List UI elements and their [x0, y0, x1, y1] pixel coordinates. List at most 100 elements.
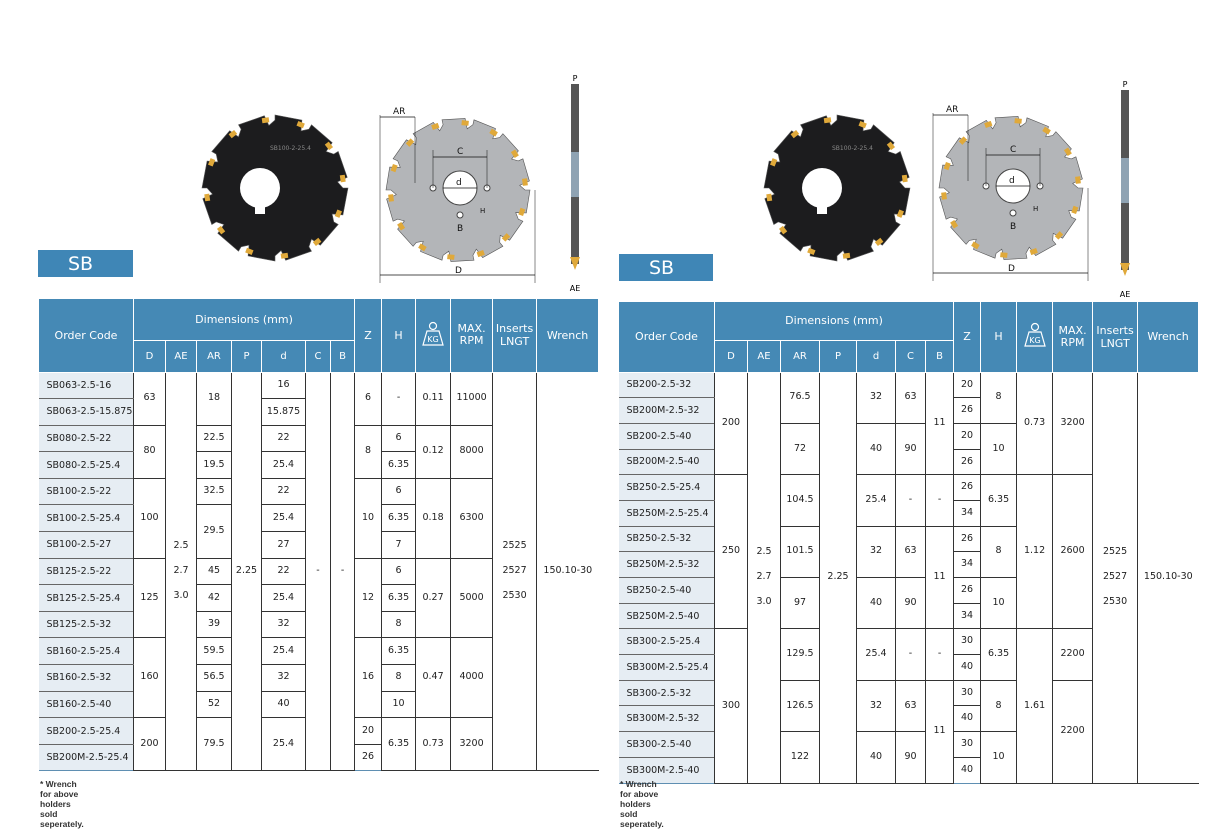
table-row: SB300-2.5-32 126.5 32 63 11 30 8 2200 [618, 679, 1199, 784]
h-cell: 6.35 [980, 628, 1018, 681]
table-row: SB063-2.5-15.875 15.875 [38, 398, 599, 426]
order-code-cell: SB200M-2.5-25.4 [38, 743, 134, 772]
h-cell: 6 [381, 424, 417, 453]
weight-cell: 1.12 [1016, 474, 1054, 630]
svg-text:C: C [457, 147, 463, 157]
header-order-code: Order Code [618, 302, 715, 373]
spec-table: Order Code Dimensions (mm) Z H KG MAX. R… [38, 299, 600, 772]
header-dim-d-outer: D [133, 340, 166, 373]
bore-d-cell: 22 [261, 557, 306, 586]
order-code-cell: SB080-2.5-22 [38, 424, 134, 453]
h-cell: 7 [381, 531, 416, 559]
c-cell: - [895, 628, 926, 681]
d-outer-cell: 200 [714, 371, 748, 476]
footnote: * Wrench for above holders sold seperate… [40, 779, 84, 829]
bore-d-cell: 25.4 [856, 474, 896, 527]
d-outer-cell: 100 [133, 477, 166, 559]
bore-d-cell: 25.4 [261, 717, 306, 772]
b-cell: 11 [924, 679, 955, 784]
ar-cell: 18 [196, 371, 232, 426]
ar-cell: 101.5 [780, 525, 820, 579]
table-row: SB200M-2.5-25.4 26 [38, 743, 599, 772]
max-rpm-cell: 8000 [450, 424, 493, 479]
z-cell: 26 [953, 474, 982, 501]
ae-cell: 2.5 2.7 3.0 [747, 371, 781, 784]
h-cell: 8 [381, 664, 416, 692]
svg-text:KG: KG [1029, 336, 1040, 345]
bore-d-cell: 25.4 [261, 451, 306, 479]
c-cell: 63 [895, 525, 926, 579]
series-label: SB [38, 250, 133, 277]
bore-d-cell: 40 [856, 422, 896, 476]
c-cell: 90 [895, 422, 926, 476]
weight-cell: 0.18 [415, 477, 452, 559]
header-dim-c: C [895, 340, 926, 373]
max-rpm-cell: 11000 [450, 371, 494, 426]
table-row: SB100-2.5-22 100 32.5 22 10 6 0.18 6300 [38, 477, 599, 559]
order-code-cell: SB250-2.5-40 [618, 577, 715, 604]
h-cell: 6.35 [381, 717, 417, 772]
header-dimensions: Dimensions (mm) [713, 302, 955, 341]
table-row: SB250M-2.5-32 34 [618, 551, 1199, 578]
z-cell: 20 [953, 422, 982, 450]
d-outer-cell: 200 [133, 717, 166, 772]
header-dim-ar: AR [196, 340, 232, 373]
order-code-cell: SB250-2.5-25.4 [618, 474, 715, 501]
svg-text:H: H [480, 207, 485, 215]
table-row: SB063-2.5-16 63 2.5 2.7 3.0 18 2.25 16- -6-0.1… [38, 371, 599, 772]
header-z: Z [953, 302, 982, 373]
ar-cell: 72 [780, 422, 820, 476]
ar-cell: 56.5 [196, 664, 232, 692]
bore-d-cell: 22 [261, 424, 306, 453]
b-cell: 11 [924, 371, 955, 476]
svg-text:d: d [1009, 176, 1015, 186]
ar-cell: 79.5 [196, 717, 232, 772]
ae-cell: 2.5 2.7 3.0 [165, 371, 197, 772]
b-cell: - [329, 371, 356, 772]
p-cell: 2.25 [231, 371, 262, 772]
ar-cell: 19.5 [196, 451, 232, 479]
wrench-cell: 150.10-30 [1137, 371, 1199, 784]
table-row: SB300-2.5-40 122 40 90 30 10 [618, 731, 1199, 784]
z-cell: 26 [953, 525, 982, 553]
weight-cell: 0.47 [415, 637, 452, 719]
z-cell: 40 [953, 756, 981, 784]
table-row: SB200M-2.5-40 26 [618, 448, 1199, 476]
order-code-cell: SB100-2.5-27 [38, 531, 134, 559]
header-dim-c: C [305, 340, 331, 373]
order-code-cell: SB300-2.5-40 [618, 731, 715, 758]
cutter-photo: SB100-2-25.4 [762, 108, 912, 268]
order-code-cell: SB300-2.5-25.4 [618, 628, 715, 656]
header-dim-p: P [231, 340, 262, 373]
order-code-cell: SB063-2.5-16 [38, 371, 134, 400]
c-cell: - [895, 474, 926, 527]
h-cell: 6.35 [381, 584, 416, 612]
bore-d-cell: 40 [856, 576, 896, 630]
ar-cell: 104.5 [780, 474, 820, 527]
h-cell: 6.35 [980, 474, 1018, 527]
header-dim-bore-d: d [856, 340, 896, 373]
z-cell: 8 [354, 424, 383, 479]
b-cell: - [924, 628, 955, 681]
order-code-cell: SB063-2.5-15.875 [38, 398, 134, 426]
ar-cell: 76.5 [780, 371, 820, 424]
table-row: SB250M-2.5-40 34 [618, 602, 1199, 630]
inserts-cell: 2525 2527 2530 [1092, 371, 1139, 784]
max-rpm-cell: 2200 [1052, 679, 1093, 784]
header-dim-bore-d: d [261, 340, 306, 373]
svg-text:D: D [455, 266, 462, 276]
max-rpm-cell: 5000 [450, 557, 493, 639]
table-row: SB100-2.5-25.4 29.5 25.4 6.35 [38, 504, 599, 559]
header-weight: KG [1016, 302, 1054, 373]
max-rpm-cell: 3200 [450, 717, 493, 772]
z-cell: 40 [953, 705, 981, 733]
ar-cell: 32.5 [196, 477, 232, 506]
bore-d-cell: 25.4 [261, 584, 306, 612]
order-code-cell: SB080-2.5-25.4 [38, 451, 134, 479]
d-outer-cell: 63 [133, 371, 166, 426]
weight-cell: 1.61 [1016, 628, 1054, 784]
svg-text:AR: AR [393, 107, 405, 117]
svg-text:SB100-2-25.4: SB100-2-25.4 [832, 145, 873, 152]
ar-cell: 97 [780, 576, 820, 630]
svg-text:AE: AE [1120, 290, 1131, 299]
